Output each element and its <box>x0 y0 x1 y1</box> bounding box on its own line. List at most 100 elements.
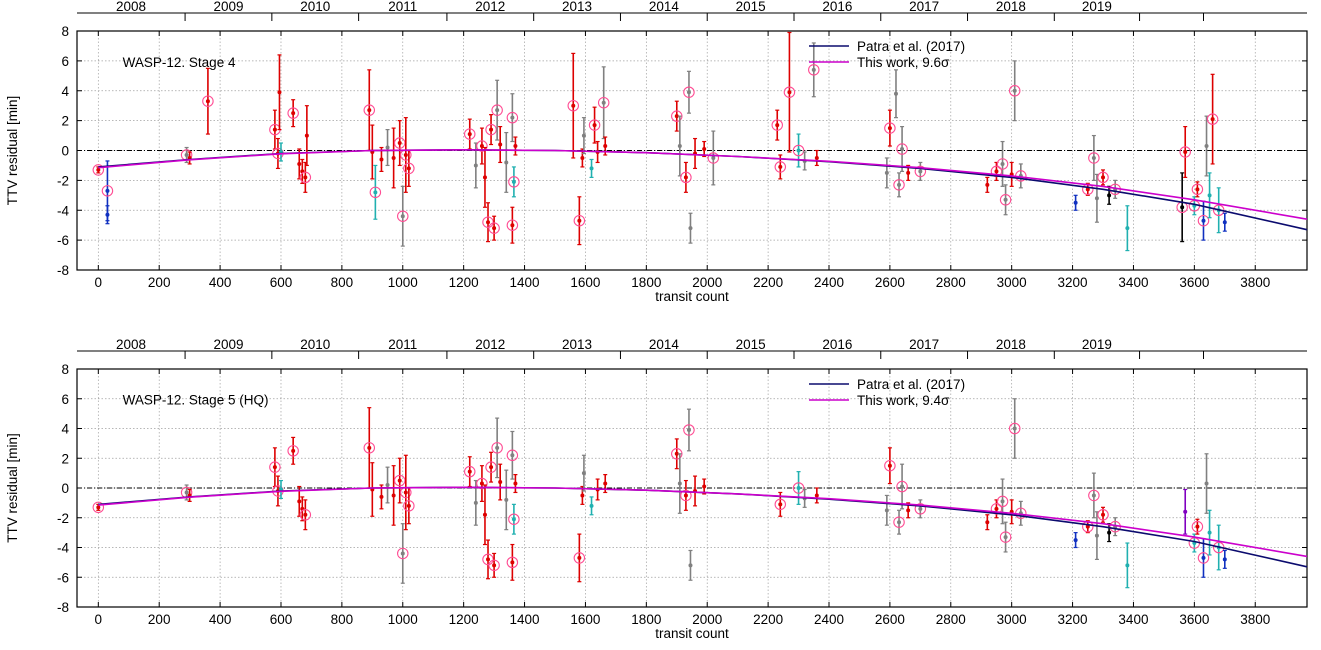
data-point <box>999 521 1012 553</box>
point-marker <box>105 212 110 217</box>
highlight-ring <box>287 107 299 119</box>
highlight-ring <box>783 86 796 98</box>
point-marker <box>1085 524 1090 529</box>
data-point <box>369 164 382 220</box>
highlight-ring <box>771 119 783 131</box>
year-label: 2012 <box>475 337 505 352</box>
data-point <box>1222 549 1227 569</box>
highlight-ring <box>683 86 695 98</box>
data-point <box>771 109 783 141</box>
data-point <box>1094 173 1099 223</box>
highlight-ring <box>491 442 503 454</box>
highlight-ring <box>1008 85 1021 97</box>
x-tick-label: 3400 <box>1118 275 1148 290</box>
highlight-ring <box>671 110 683 122</box>
data-point <box>482 484 487 546</box>
data-point <box>482 202 494 243</box>
point-marker <box>291 111 296 116</box>
data-point <box>688 212 693 244</box>
point-marker <box>1000 161 1005 166</box>
x-tick-label: 1600 <box>570 612 600 627</box>
year-label: 2011 <box>388 0 417 14</box>
data-point <box>893 172 905 198</box>
point-marker <box>495 445 500 450</box>
point-marker <box>397 478 402 483</box>
data-point <box>504 131 509 193</box>
data-point <box>1097 506 1109 523</box>
y-tick-label: -4 <box>57 203 69 218</box>
data-point <box>287 436 299 465</box>
point-marker <box>492 226 497 231</box>
data-point <box>513 136 518 156</box>
point-marker <box>918 169 923 174</box>
point-marker <box>581 133 586 138</box>
point-marker <box>513 481 518 486</box>
point-marker <box>702 147 707 152</box>
year-label: 2016 <box>822 337 852 352</box>
point-marker <box>1125 226 1130 231</box>
data-point <box>506 543 519 581</box>
data-point <box>990 161 1003 181</box>
data-point <box>589 158 594 178</box>
data-point <box>463 118 476 150</box>
highlight-ring <box>671 448 683 460</box>
point-marker <box>887 126 892 131</box>
point-marker <box>1201 555 1206 560</box>
data-point <box>896 463 908 510</box>
highlight-ring <box>92 501 105 514</box>
point-marker <box>900 484 905 489</box>
data-point <box>1183 488 1188 535</box>
x-tick-label: 800 <box>331 275 354 290</box>
highlight-ring <box>506 449 519 462</box>
point-marker <box>397 141 402 146</box>
highlight-ring <box>506 219 519 231</box>
data-point <box>814 487 819 504</box>
data-point <box>491 417 503 479</box>
point-marker <box>897 182 902 187</box>
point-marker <box>1222 220 1227 225</box>
data-point <box>693 475 698 507</box>
data-point <box>498 125 503 164</box>
highlight-ring <box>463 465 476 478</box>
point-marker <box>686 90 691 95</box>
point-marker <box>688 226 693 231</box>
point-marker <box>511 517 516 522</box>
data-point <box>482 539 494 580</box>
highlight-ring <box>1179 146 1191 158</box>
point-marker <box>1003 535 1008 540</box>
highlight-ring <box>393 137 406 149</box>
point-marker <box>403 490 408 495</box>
legend-label: Patra et al. (2017) <box>857 39 965 54</box>
data-point <box>671 100 683 132</box>
point-marker <box>688 563 693 568</box>
x-tick-label: 1200 <box>449 612 479 627</box>
point-marker <box>1107 193 1112 198</box>
data-point <box>397 185 409 247</box>
x-tick-label: 2400 <box>814 275 844 290</box>
highlight-ring <box>488 559 500 572</box>
point-marker <box>985 520 990 525</box>
point-marker <box>1204 481 1209 486</box>
point-marker <box>96 167 101 172</box>
y-tick-label: 4 <box>61 84 69 99</box>
highlight-ring <box>403 500 415 512</box>
highlight-ring <box>393 474 406 487</box>
point-marker <box>577 218 582 223</box>
point-marker <box>367 445 372 450</box>
x-tick-label: 2000 <box>692 612 722 627</box>
data-point <box>1073 194 1078 211</box>
x-tick-label: 0 <box>95 612 103 627</box>
data-point <box>688 549 693 581</box>
point-marker <box>379 157 384 162</box>
data-point <box>1191 518 1204 535</box>
point-marker <box>304 133 309 138</box>
point-marker <box>814 493 819 498</box>
highlight-ring <box>269 461 281 473</box>
point-marker <box>492 563 497 568</box>
highlight-ring <box>1197 214 1210 227</box>
x-tick-label: 3000 <box>997 275 1027 290</box>
year-label: 2018 <box>996 0 1026 14</box>
x-tick-label: 1400 <box>510 612 540 627</box>
point-marker <box>473 500 478 505</box>
